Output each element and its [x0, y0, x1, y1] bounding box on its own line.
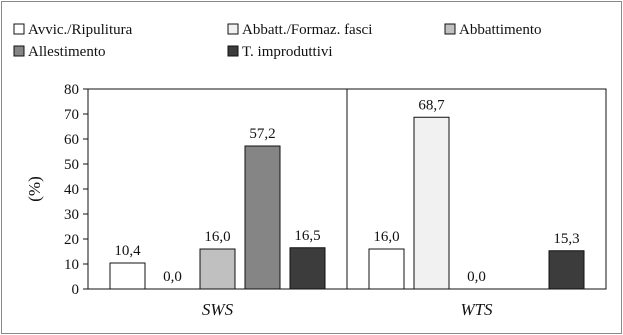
data-label-wts-t-improduttivi: 15,3 [553, 231, 579, 247]
category-labels: SWS WTS [202, 300, 493, 319]
data-label-wts-abbattimento: 0,0 [467, 269, 486, 285]
data-label-sws-t-improduttivi: 16,5 [294, 228, 320, 244]
legend-label-abbatt-formaz-fasci: Abbatt./Formaz. fasci [242, 22, 372, 38]
data-label-sws-allestimento: 57,2 [249, 126, 275, 142]
y-axis-ticks: 0 10 20 30 40 50 60 70 80 [64, 82, 88, 298]
bar-wts-avvic-ripulitura [368, 248, 405, 290]
data-label-wts-avvic-ripulitura: 16,0 [373, 229, 399, 245]
bar-sws-abbattimento [199, 248, 236, 290]
bar-sws-avvic-ripulitura [109, 262, 146, 290]
y-axis-label: (%) [25, 176, 44, 201]
bar-sws-allestimento [244, 145, 281, 290]
y-tick-label: 80 [64, 82, 79, 98]
data-label-wts-abbatt-formaz-fasci: 68,7 [418, 97, 445, 113]
legend-label-t-improduttivi: T. improduttivi [242, 44, 333, 60]
legend-swatch-avvic-ripulitura [13, 23, 25, 35]
y-tick-label: 50 [64, 157, 79, 173]
data-label-sws-abbatt-formaz-fasci: 0,0 [163, 269, 182, 285]
legend-label-avvic-ripulitura: Avvic./Ripulitura [28, 22, 133, 38]
legend-swatch-allestimento [13, 45, 25, 57]
data-labels: 10,4 0,0 16,0 57,2 16,5 16,0 68,7 0,0 15,3 [114, 97, 579, 285]
y-tick-label: 70 [64, 107, 79, 123]
legend-swatch-t-improduttivi [227, 45, 239, 57]
data-label-sws-avvic-ripulitura: 10,4 [114, 243, 141, 259]
y-tick-label: 60 [64, 132, 79, 148]
y-tick-label: 10 [64, 257, 79, 273]
y-tick-label: 40 [64, 182, 79, 198]
bar-wts-abbatt-formaz-fasci [413, 116, 450, 290]
legend: Avvic./Ripulitura Abbatt./Formaz. fasci Ab… [13, 22, 542, 60]
legend-label-allestimento: Allestimento [28, 44, 106, 60]
category-label-sws: SWS [202, 300, 234, 319]
bars [109, 116, 585, 290]
data-label-sws-abbattimento: 16,0 [204, 229, 230, 245]
y-tick-label: 30 [64, 207, 79, 223]
legend-swatch-abbattimento [444, 23, 456, 35]
y-tick-label: 0 [72, 282, 80, 298]
bar-sws-t-improduttivi [289, 247, 326, 290]
legend-label-abbattimento: Abbattimento [459, 22, 542, 38]
legend-swatch-abbatt-formaz-fasci [227, 23, 239, 35]
category-label-wts: WTS [460, 300, 493, 319]
y-tick-label: 20 [64, 232, 79, 248]
bar-wts-t-improduttivi [548, 250, 585, 290]
